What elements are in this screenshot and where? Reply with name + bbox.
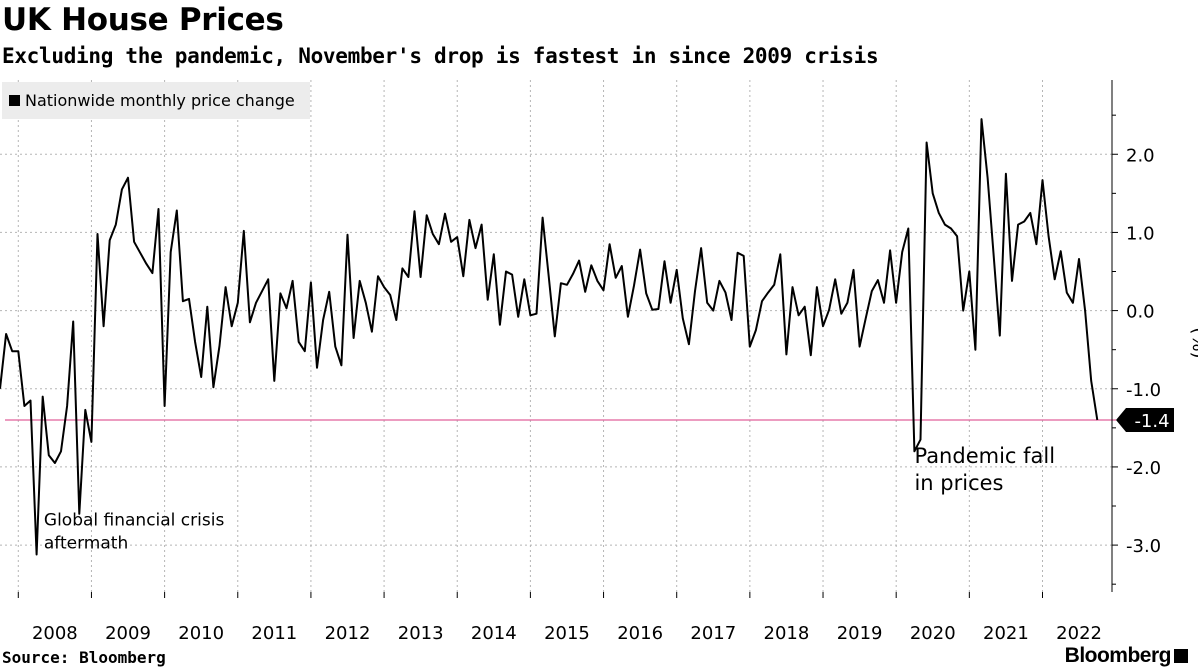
legend-background xyxy=(2,82,310,119)
x-tick-label: 2009 xyxy=(105,623,151,644)
brand-text: Bloomberg xyxy=(1064,644,1172,667)
annotation-text: Pandemic fall xyxy=(914,444,1055,468)
x-tick-label: 2021 xyxy=(983,623,1029,644)
x-tick-label: 2008 xyxy=(32,623,78,644)
reference-value-label: -1.4 xyxy=(1134,411,1169,432)
x-tick-label: 2010 xyxy=(178,623,224,644)
x-tick-label: 2012 xyxy=(325,623,371,644)
source-note: Source: Bloomberg xyxy=(2,648,166,667)
x-tick-label: 2018 xyxy=(764,623,810,644)
x-tick-label: 2013 xyxy=(398,623,444,644)
y-tick-label: -2.0 xyxy=(1126,458,1161,479)
legend-swatch xyxy=(9,95,20,106)
annotation-text: in prices xyxy=(914,471,1003,495)
reference-value-badge xyxy=(1116,408,1174,433)
reference-line-layer: -1.4 xyxy=(5,408,1174,433)
chart-subtitle: Excluding the pandemic, November's drop … xyxy=(2,44,879,68)
brand-logo: Bloomberg xyxy=(1065,644,1188,668)
x-tick-label: 2016 xyxy=(617,623,663,644)
x-tick-label: 2020 xyxy=(910,623,956,644)
y-tick-label: -1.0 xyxy=(1126,380,1161,401)
y-tick-label: 1.0 xyxy=(1126,223,1155,244)
x-tick-label: 2011 xyxy=(251,623,297,644)
annotation-text: Global financial crisis xyxy=(44,511,225,531)
legend-label: Nationwide monthly price change xyxy=(25,91,295,110)
x-tick-label: 2015 xyxy=(544,623,590,644)
series-layer xyxy=(0,118,1099,556)
x-tick-label: 2022 xyxy=(1056,623,1102,644)
y-tick-label: 2.0 xyxy=(1126,145,1155,166)
x-tick-label: 2014 xyxy=(471,623,517,644)
annotation-layer: Global financial crisis aftermath Pandemic… xyxy=(44,444,1055,554)
grid-layer xyxy=(0,80,1112,592)
axis-layer: 2.0 1.0 0.0 -1.0 -2.0 -3.0 2008 2009 2010 2011 201… xyxy=(17,80,1161,644)
annotation-text: aftermath xyxy=(44,534,128,554)
y-tick-label: -3.0 xyxy=(1126,536,1161,557)
y-axis-label: (%) xyxy=(1188,327,1198,358)
y-tick-label: 0.0 xyxy=(1126,302,1155,323)
x-tick-label: 2019 xyxy=(837,623,883,644)
chart-title: UK House Prices xyxy=(2,2,284,38)
series-line xyxy=(0,118,1099,556)
x-tick-label: 2017 xyxy=(690,623,736,644)
brand-mark-icon xyxy=(1174,649,1188,663)
legend: Nationwide monthly price change xyxy=(2,82,310,119)
